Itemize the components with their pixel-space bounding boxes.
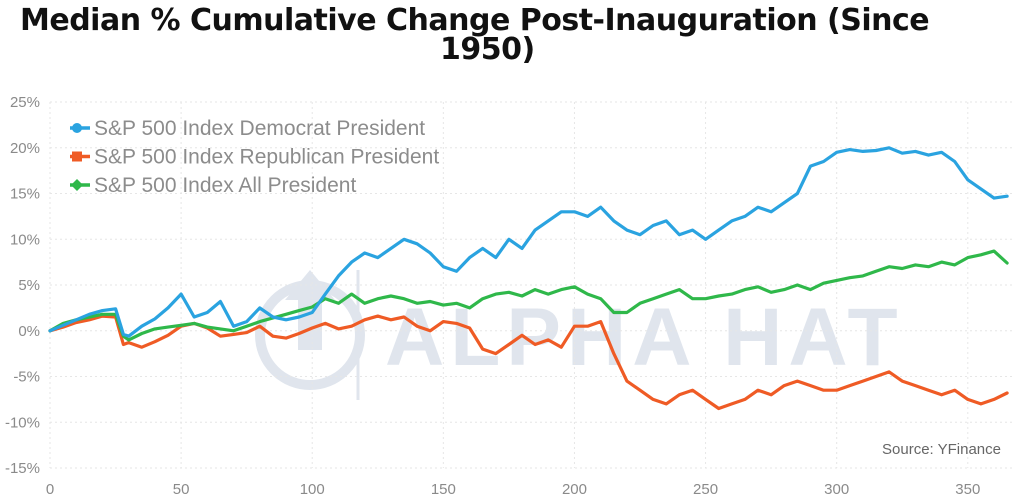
legend: S&P 500 Index Democrat President S&P 500 … bbox=[70, 117, 439, 197]
y-axis-ticks: 25% 20% 15% 10% 5% 0% -5% -10% -15% bbox=[5, 94, 40, 477]
y-tick-label: 0% bbox=[18, 323, 40, 340]
x-tick-label: 0 bbox=[46, 481, 54, 498]
legend-marker-circle-icon bbox=[72, 123, 82, 133]
x-tick-label: 250 bbox=[693, 481, 718, 498]
x-tick-label: 150 bbox=[431, 481, 456, 498]
legend-label: S&P 500 Index Democrat President bbox=[94, 117, 425, 140]
x-tick-label: 50 bbox=[173, 481, 190, 498]
y-tick-label: 10% bbox=[10, 231, 40, 248]
chart-title: Median % Cumulative Change Post-Inaugura… bbox=[20, 3, 980, 67]
legend-label: S&P 500 Index All President bbox=[94, 174, 356, 197]
y-tick-label: -15% bbox=[5, 460, 40, 477]
source-note: Source: YFinance bbox=[882, 441, 1001, 458]
x-axis-ticks: 0 50 100 150 200 250 300 350 bbox=[46, 481, 980, 498]
y-tick-label: 15% bbox=[10, 186, 40, 203]
series-line-2 bbox=[48, 249, 1009, 342]
chart-title-line-1: Median % Cumulative Change Post-Inaugura… bbox=[20, 3, 930, 38]
legend-marker-square-icon bbox=[72, 151, 82, 162]
watermark-arrow-icon bbox=[285, 270, 335, 350]
y-tick-label: 20% bbox=[10, 140, 40, 157]
x-tick-label: 350 bbox=[955, 481, 980, 498]
chart-title-line-2: 1950) bbox=[440, 32, 535, 67]
legend-marker-diamond-icon bbox=[71, 179, 83, 191]
y-tick-label: 5% bbox=[18, 277, 40, 294]
grid-lines bbox=[49, 101, 1015, 469]
series-line-0 bbox=[48, 146, 1009, 338]
x-tick-label: 200 bbox=[562, 481, 587, 498]
x-tick-label: 300 bbox=[824, 481, 849, 498]
x-tick-label: 100 bbox=[300, 481, 325, 498]
y-tick-label: -10% bbox=[5, 414, 40, 431]
legend-label: S&P 500 Index Republican President bbox=[94, 146, 439, 169]
series-lines bbox=[48, 146, 1009, 411]
y-tick-label: 25% bbox=[10, 94, 40, 111]
y-tick-label: -5% bbox=[13, 369, 40, 386]
